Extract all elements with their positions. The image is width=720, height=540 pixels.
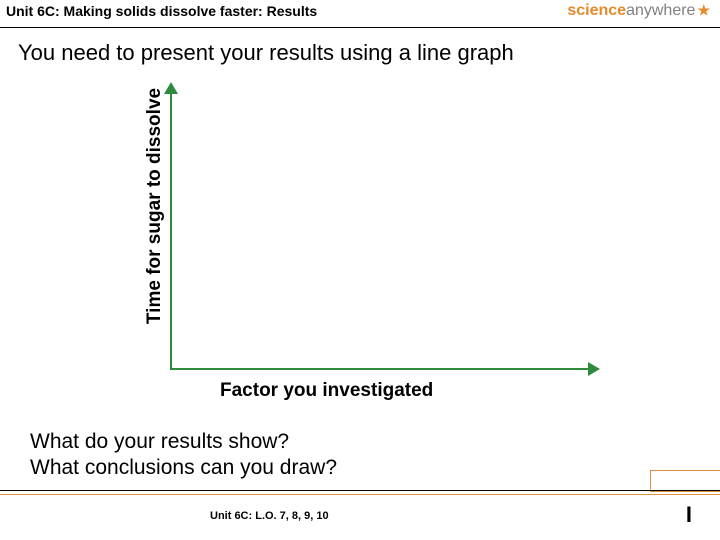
question-2: What conclusions can you draw? [30, 456, 337, 480]
footer-rule-2 [0, 494, 720, 495]
x-axis-arrow-icon [588, 362, 600, 376]
graph-area: Time for sugar to dissolve Factor you in… [130, 90, 600, 390]
header-bar: Unit 6C: Making solids dissolve faster: … [0, 0, 720, 28]
y-axis-label: Time for sugar to dissolve [144, 66, 166, 346]
logo: scienceanywhere★ [567, 2, 710, 20]
logo-word2: anywhere [626, 2, 695, 19]
logo-star-icon: ★ [697, 2, 710, 19]
footer-rule-1 [0, 490, 720, 491]
footer-accent-box [650, 470, 720, 492]
main-instruction: You need to present your results using a… [18, 40, 514, 66]
page-marker: I [686, 502, 692, 528]
unit-title: Unit 6C: Making solids dissolve faster: … [6, 3, 317, 19]
footer-text: Unit 6C: L.O. 7, 8, 9, 10 [210, 510, 329, 522]
y-axis-line [170, 90, 172, 370]
x-axis-label: Factor you investigated [220, 380, 433, 402]
x-axis-line [170, 368, 590, 370]
logo-word1: science [567, 2, 626, 19]
question-1: What do your results show? [30, 430, 289, 454]
y-axis-arrow-icon [164, 82, 178, 94]
